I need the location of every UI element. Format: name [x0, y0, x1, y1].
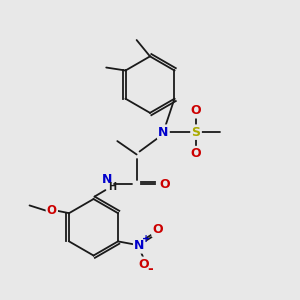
Text: O: O — [191, 104, 201, 117]
Text: N: N — [158, 126, 169, 139]
Text: S: S — [192, 126, 201, 139]
Text: O: O — [47, 204, 57, 217]
Text: O: O — [153, 223, 164, 236]
Text: O: O — [160, 178, 170, 191]
Text: N: N — [134, 239, 145, 252]
Text: +: + — [142, 234, 150, 244]
Text: O: O — [191, 147, 201, 160]
Text: O: O — [139, 258, 149, 271]
Text: H: H — [108, 182, 116, 192]
Text: N: N — [102, 173, 112, 186]
Text: -: - — [148, 262, 153, 276]
